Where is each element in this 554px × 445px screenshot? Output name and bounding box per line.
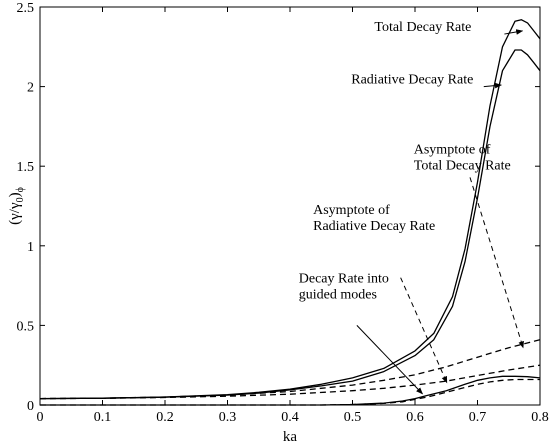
y-axis-label-main: (γ/γ: [7, 202, 23, 225]
annotation-label: Decay Rate into guided modes: [299, 271, 389, 302]
y-tick-label: 1.5: [17, 160, 35, 175]
y-axis-label-tail: ): [7, 192, 23, 197]
annotation-label: Asymptote of Total Decay Rate: [414, 142, 511, 173]
annotation-line: Asymptote of: [414, 142, 491, 157]
y-tick-label: 0.5: [17, 319, 35, 334]
annotation-arrow: [400, 277, 448, 384]
annotation-arrow: [356, 325, 423, 395]
plot-area: [39, 6, 541, 406]
annotation-line: Radiative Decay Rate: [351, 72, 473, 87]
annotation-arrow: [504, 29, 524, 35]
series-line-2: [39, 49, 541, 400]
x-tick-label: 0.6: [406, 410, 424, 425]
annotation-3: Asymptote of Total Decay Rate: [414, 142, 524, 349]
y-axis-label: (γ/γ0)ϕ: [7, 187, 26, 225]
annotation-line: Radiative Decay Rate: [313, 219, 435, 234]
annotation-label: Asymptote of Radiative Decay Rate: [313, 203, 435, 234]
x-tick-label: 0: [37, 410, 44, 425]
annotation-line: Total Decay Rate: [414, 158, 511, 173]
annotation-1: Total Decay Rate: [374, 20, 524, 35]
y-tick-label: 2.5: [17, 1, 35, 16]
y-tick-label: 1: [27, 240, 34, 255]
series-line-6: [40, 378, 540, 406]
x-tick-label: 0.7: [469, 410, 487, 425]
series-line-4: [39, 364, 541, 400]
x-tick-label: 0.3: [219, 410, 237, 425]
x-tick-label: 0.8: [531, 410, 549, 425]
x-ticks: 0 0.1 0.2 0.3 0.4 0.5 0.6 0.7 0.8: [37, 7, 549, 425]
annotation-line: Asymptote of: [313, 203, 390, 218]
annotation-5: Decay Rate into guided modes: [299, 271, 423, 395]
annotation-line: Total Decay Rate: [374, 20, 471, 35]
y-ticks: 0 0.5 1 1.5 2 2.5: [17, 1, 540, 414]
annotation-2: Radiative Decay Rate: [351, 72, 502, 89]
annotation-arrow: [483, 82, 502, 89]
y-axis-label-sub2: ϕ: [15, 187, 26, 192]
x-tick-label: 0.1: [94, 410, 112, 425]
annotation-line: guided modes: [299, 287, 377, 302]
y-axis-label-sub: 0: [15, 197, 26, 202]
series-layer: [39, 19, 541, 406]
x-tick-label: 0.4: [281, 410, 299, 425]
x-axis-label: ka: [283, 429, 298, 445]
x-tick-label: 0.2: [156, 410, 174, 425]
annotation-label: Radiative Decay Rate: [351, 72, 473, 87]
annotation-arrow: [469, 177, 524, 349]
annotation-line: Decay Rate into: [299, 271, 389, 286]
annotation-4: Asymptote of Radiative Decay Rate: [313, 203, 448, 384]
y-tick-label: 2: [27, 81, 34, 96]
x-tick-label: 0.5: [344, 410, 362, 425]
y-tick-label: 0: [27, 399, 34, 414]
annotation-label: Total Decay Rate: [374, 20, 471, 35]
